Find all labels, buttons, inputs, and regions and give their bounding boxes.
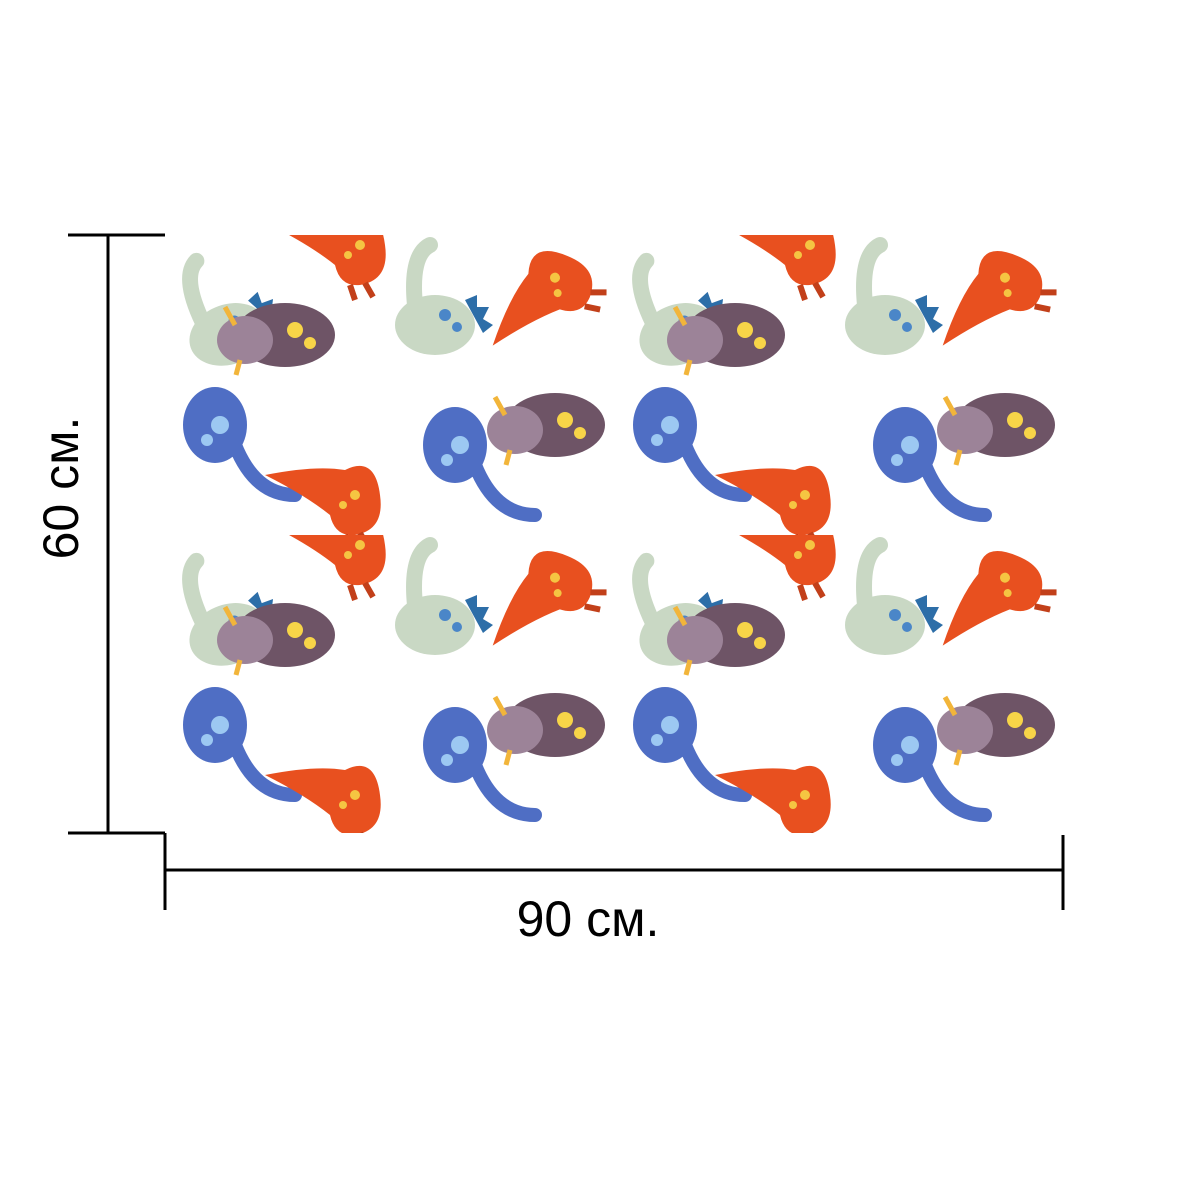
height-dimension	[68, 233, 165, 835]
fabric-pattern	[165, 235, 1065, 833]
width-dimension	[163, 833, 1065, 910]
height-label: 60 см.	[33, 417, 89, 560]
width-label: 90 см.	[517, 891, 660, 947]
